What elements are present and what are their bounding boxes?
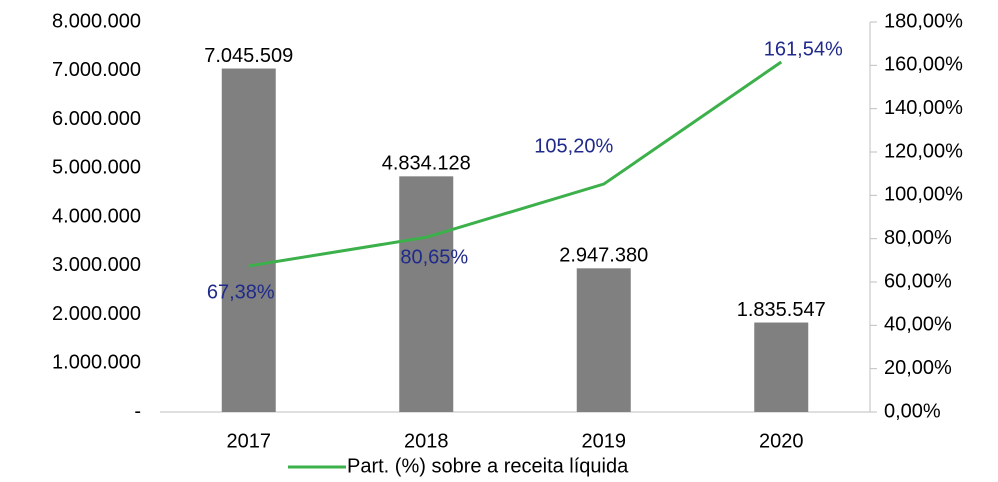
y-tick-label: 5.000.000 (52, 157, 141, 179)
line (248, 60, 783, 268)
x-tick-label: 2019 (582, 430, 627, 452)
line-value-label: 161,54% (764, 38, 843, 60)
bar (754, 322, 809, 412)
y2-tick-label: 0,00% (884, 400, 941, 422)
line-value-label: 67,38% (207, 281, 275, 303)
y-tick-label: 7.000.000 (52, 59, 141, 81)
bar-value-label: 4.834.128 (382, 153, 471, 175)
y-tick-label: 1.000.000 (52, 352, 141, 374)
bar-value-label: 7.045.509 (204, 45, 293, 67)
bar (399, 176, 454, 412)
x-tick-label: 2018 (404, 430, 449, 452)
y2-tick-label: 140,00% (884, 97, 963, 119)
bar (221, 68, 276, 412)
x-tick-label: 2020 (759, 430, 804, 452)
legend-label: Part. (%) sobre a receita líquida (347, 455, 629, 477)
y-tick-label: 8.000.000 (52, 10, 141, 32)
y-tick-label: 6.000.000 (52, 108, 141, 130)
bar-value-label: 1.835.547 (737, 299, 826, 321)
y-tick-label: 3.000.000 (52, 254, 141, 276)
y-tick-label: 2.000.000 (52, 303, 141, 325)
y2-tick-label: 60,00% (884, 270, 952, 292)
y2-tick-label: 160,00% (884, 54, 963, 76)
y-tick-label: - (134, 400, 141, 422)
bar-value-label: 2.947.380 (559, 245, 648, 267)
y2-tick-label: 80,00% (884, 227, 952, 249)
y-tick-label: 4.000.000 (52, 205, 141, 227)
y2-tick-label: 100,00% (884, 184, 963, 206)
y2-tick-label: 40,00% (884, 314, 952, 336)
y2-tick-label: 20,00% (884, 357, 952, 379)
x-tick-label: 2017 (227, 430, 272, 452)
bar (576, 268, 631, 412)
line-value-label: 80,65% (400, 247, 468, 269)
line-value-label: 105,20% (534, 135, 613, 157)
y2-tick-label: 180,00% (884, 10, 963, 32)
y2-tick-label: 120,00% (884, 140, 963, 162)
